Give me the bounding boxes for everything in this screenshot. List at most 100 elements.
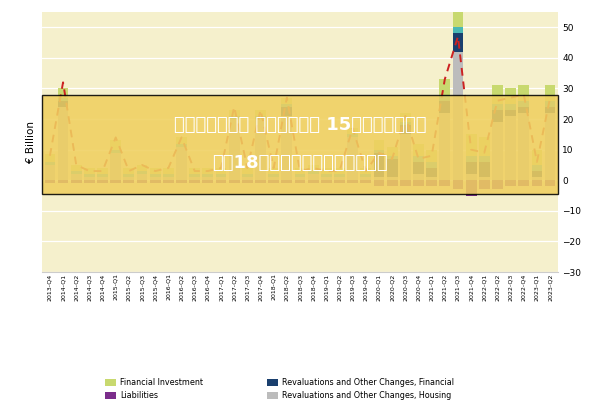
Bar bbox=[255, 110, 266, 116]
Bar bbox=[202, 177, 213, 180]
Bar bbox=[242, 180, 253, 183]
Bar bbox=[281, 116, 292, 180]
Bar bbox=[268, 168, 279, 174]
Bar bbox=[202, 180, 213, 183]
Bar bbox=[255, 116, 266, 119]
Bar bbox=[334, 177, 345, 180]
Bar bbox=[492, 110, 503, 122]
Bar bbox=[518, 180, 529, 186]
Bar bbox=[374, 150, 385, 153]
Bar bbox=[532, 165, 542, 171]
Bar bbox=[58, 107, 68, 180]
Bar bbox=[58, 98, 68, 101]
Bar bbox=[150, 177, 161, 180]
Bar bbox=[479, 177, 490, 180]
Bar bbox=[518, 101, 529, 107]
Bar bbox=[124, 177, 134, 180]
Bar bbox=[387, 180, 398, 186]
Bar bbox=[400, 134, 411, 180]
Bar bbox=[347, 134, 358, 138]
Bar bbox=[374, 177, 385, 180]
Bar bbox=[97, 168, 108, 174]
Bar bbox=[426, 162, 437, 168]
Bar bbox=[229, 110, 239, 116]
Bar bbox=[281, 98, 292, 104]
Bar bbox=[163, 174, 174, 177]
Bar bbox=[268, 177, 279, 180]
Bar bbox=[281, 107, 292, 116]
Bar bbox=[176, 180, 187, 183]
Bar bbox=[532, 177, 542, 180]
Bar bbox=[545, 180, 556, 186]
Legend: Financial Investment, Liabilities, Investment in New Housing Assets, Revaluation: Financial Investment, Liabilities, Inves… bbox=[101, 375, 457, 400]
Bar bbox=[466, 156, 476, 162]
Bar bbox=[97, 180, 108, 183]
Bar bbox=[176, 144, 187, 146]
Bar bbox=[374, 140, 385, 150]
Bar bbox=[452, 180, 463, 190]
Bar bbox=[229, 180, 239, 183]
Bar bbox=[215, 168, 226, 174]
Bar bbox=[163, 168, 174, 174]
Bar bbox=[44, 162, 55, 165]
Bar bbox=[505, 104, 516, 110]
Bar bbox=[308, 171, 319, 174]
Bar bbox=[347, 128, 358, 134]
Bar bbox=[347, 180, 358, 183]
Bar bbox=[479, 162, 490, 177]
Bar bbox=[150, 168, 161, 174]
Bar bbox=[545, 107, 556, 113]
Bar bbox=[321, 180, 332, 183]
Bar bbox=[137, 180, 148, 183]
Bar bbox=[295, 174, 305, 177]
Bar bbox=[229, 116, 239, 119]
Bar bbox=[439, 101, 450, 113]
Bar bbox=[439, 94, 450, 101]
Bar bbox=[466, 162, 476, 174]
Bar bbox=[242, 177, 253, 180]
Bar bbox=[97, 177, 108, 180]
Bar bbox=[44, 154, 55, 162]
Bar bbox=[426, 180, 437, 186]
Bar bbox=[479, 138, 490, 156]
Bar bbox=[452, 9, 463, 27]
Bar bbox=[176, 138, 187, 144]
Bar bbox=[242, 168, 253, 174]
Bar bbox=[545, 113, 556, 180]
Bar bbox=[58, 88, 68, 98]
Bar bbox=[110, 140, 121, 150]
Bar bbox=[334, 168, 345, 174]
Bar bbox=[255, 180, 266, 183]
Bar bbox=[374, 180, 385, 186]
Bar bbox=[361, 180, 371, 183]
Bar bbox=[479, 156, 490, 162]
Bar bbox=[413, 180, 424, 186]
Bar bbox=[545, 86, 556, 101]
Bar bbox=[281, 180, 292, 183]
Bar bbox=[202, 174, 213, 177]
Bar bbox=[110, 153, 121, 180]
Text: 抗州市股票配资 她出生丧母， 15岁被父亲砦断手: 抗州市股票配资 她出生丧母， 15岁被父亲砦断手 bbox=[174, 116, 426, 134]
Bar bbox=[334, 174, 345, 177]
Bar bbox=[110, 180, 121, 183]
Bar bbox=[189, 174, 200, 177]
Bar bbox=[150, 174, 161, 177]
Bar bbox=[71, 180, 82, 183]
Bar bbox=[387, 177, 398, 180]
Bar bbox=[532, 150, 542, 165]
Bar bbox=[492, 86, 503, 104]
Bar bbox=[532, 171, 542, 177]
Bar bbox=[413, 174, 424, 180]
Bar bbox=[505, 116, 516, 180]
Bar bbox=[229, 119, 239, 180]
Bar bbox=[124, 174, 134, 177]
Bar bbox=[281, 104, 292, 107]
Bar bbox=[466, 134, 476, 156]
Bar bbox=[466, 174, 476, 180]
Bar bbox=[71, 171, 82, 174]
Bar bbox=[295, 177, 305, 180]
Bar bbox=[321, 168, 332, 174]
Bar bbox=[439, 113, 450, 180]
Bar bbox=[58, 101, 68, 107]
Bar bbox=[71, 174, 82, 180]
